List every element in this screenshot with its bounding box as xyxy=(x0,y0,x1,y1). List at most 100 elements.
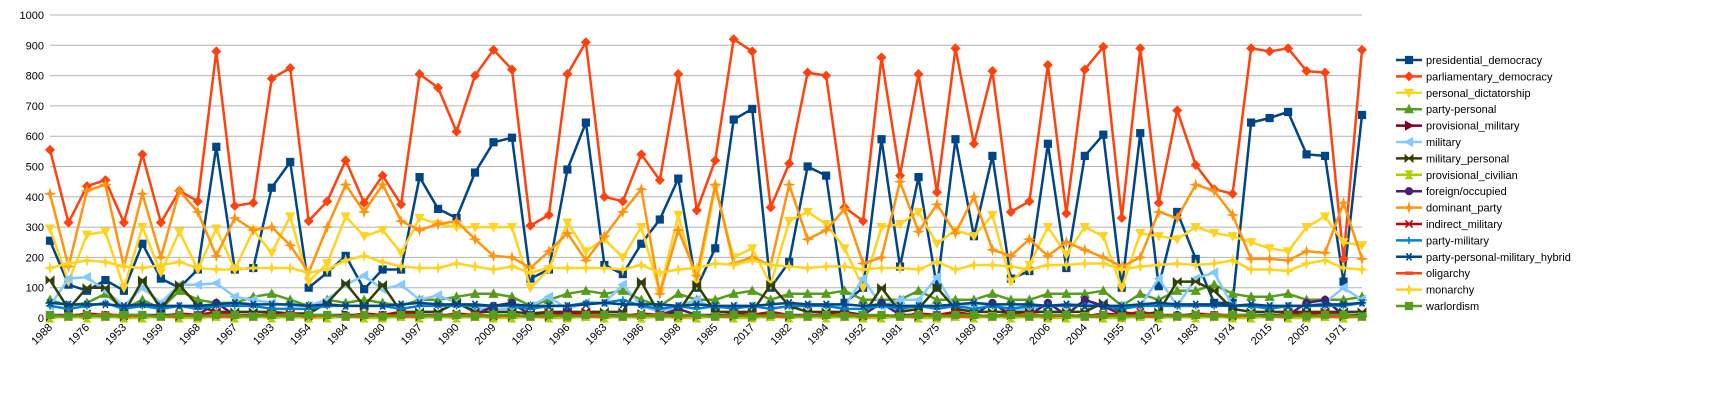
marker xyxy=(708,178,722,192)
marker xyxy=(560,261,574,275)
marker xyxy=(230,310,239,320)
marker xyxy=(342,301,350,310)
marker xyxy=(692,310,701,320)
marker xyxy=(1172,285,1183,295)
marker xyxy=(285,62,296,74)
marker xyxy=(138,239,147,248)
marker xyxy=(730,301,738,310)
marker xyxy=(1227,188,1238,199)
marker xyxy=(1022,232,1036,246)
marker xyxy=(782,260,796,273)
marker xyxy=(506,64,517,75)
series xyxy=(44,34,1368,264)
marker xyxy=(950,43,961,54)
marker xyxy=(674,310,683,320)
marker xyxy=(1207,184,1221,198)
marker xyxy=(636,223,647,233)
series xyxy=(45,310,1367,321)
marker xyxy=(636,149,647,160)
marker xyxy=(505,260,519,273)
marker xyxy=(1283,310,1293,320)
marker xyxy=(99,178,112,192)
marker xyxy=(930,197,944,211)
marker xyxy=(267,183,276,192)
marker xyxy=(931,294,943,304)
series xyxy=(46,298,1366,310)
marker xyxy=(360,310,369,320)
marker xyxy=(1320,151,1330,160)
marker xyxy=(194,301,202,310)
marker xyxy=(507,310,517,320)
marker xyxy=(191,261,205,275)
legend-label: oligarchy xyxy=(1426,268,1471,280)
marker xyxy=(470,168,480,177)
marker xyxy=(507,133,517,142)
legend-marker xyxy=(1403,136,1414,148)
marker xyxy=(360,301,368,310)
marker xyxy=(1301,66,1312,77)
marker xyxy=(193,312,202,321)
marker xyxy=(653,266,667,279)
y-tick-label: 1000 xyxy=(20,10,44,22)
marker xyxy=(1190,285,1201,295)
marker xyxy=(1173,300,1181,309)
marker xyxy=(858,310,868,320)
marker xyxy=(783,216,795,227)
marker xyxy=(1191,276,1201,287)
marker xyxy=(637,300,645,309)
marker xyxy=(560,226,574,240)
marker xyxy=(266,248,277,259)
marker xyxy=(840,300,849,309)
marker xyxy=(931,187,943,198)
marker xyxy=(894,294,905,305)
marker xyxy=(1098,285,1109,295)
marker xyxy=(693,300,701,309)
legend-marker xyxy=(1404,301,1414,311)
marker xyxy=(1136,129,1145,138)
marker xyxy=(135,261,149,275)
marker xyxy=(62,257,75,270)
marker xyxy=(1170,257,1184,270)
marker xyxy=(45,275,55,285)
marker xyxy=(673,288,684,298)
marker xyxy=(83,300,91,309)
legend-marker xyxy=(1405,252,1413,261)
marker xyxy=(471,300,479,309)
legend-marker xyxy=(1403,103,1415,114)
marker xyxy=(710,155,721,166)
marker xyxy=(728,34,739,45)
marker xyxy=(562,69,573,80)
marker xyxy=(617,253,629,263)
marker xyxy=(542,261,556,275)
marker xyxy=(1078,243,1092,257)
marker xyxy=(674,301,682,310)
marker xyxy=(1339,310,1348,320)
marker xyxy=(44,224,56,234)
marker xyxy=(1301,223,1312,233)
marker xyxy=(970,298,978,307)
marker xyxy=(563,301,572,310)
marker xyxy=(1229,301,1237,310)
marker xyxy=(1044,301,1052,310)
marker xyxy=(488,223,499,233)
marker xyxy=(489,138,498,147)
marker xyxy=(249,312,258,321)
marker xyxy=(617,279,627,290)
marker xyxy=(1265,312,1274,321)
marker xyxy=(212,300,220,309)
y-tick-label: 800 xyxy=(26,71,44,83)
marker xyxy=(357,249,371,263)
marker xyxy=(820,288,832,298)
marker xyxy=(340,155,351,166)
marker xyxy=(801,261,815,275)
marker xyxy=(802,288,813,298)
marker xyxy=(101,276,110,285)
marker xyxy=(1245,238,1257,248)
marker xyxy=(581,310,590,320)
marker xyxy=(80,184,94,198)
marker xyxy=(673,69,684,80)
marker xyxy=(1005,206,1016,217)
y-tick-label: 200 xyxy=(26,252,44,264)
marker xyxy=(599,288,610,298)
marker xyxy=(1172,105,1183,116)
